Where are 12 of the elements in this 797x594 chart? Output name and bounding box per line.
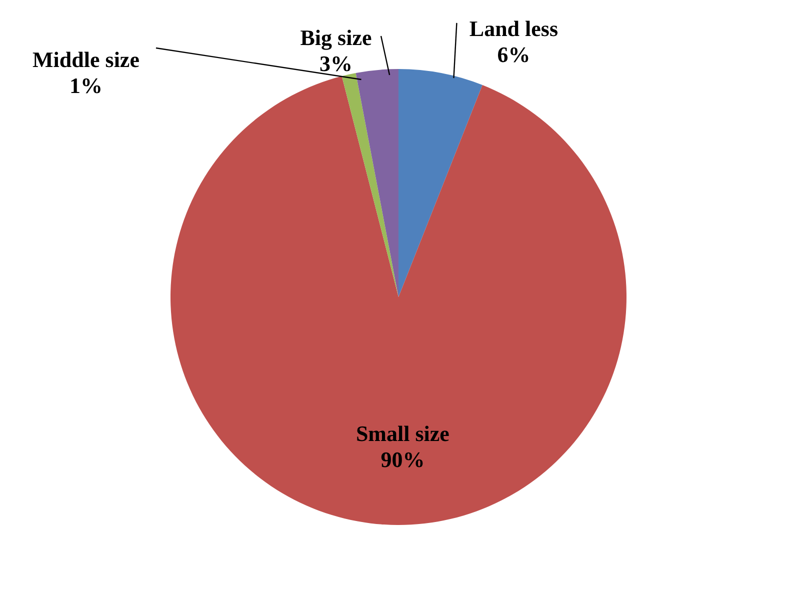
pie-slice — [170, 76, 626, 525]
slice-label: Big size — [300, 25, 372, 50]
data-label: 3% — [320, 51, 352, 76]
pie-slice — [398, 69, 482, 297]
pie-slice — [342, 73, 398, 297]
slice-label: Small size — [356, 420, 450, 446]
data-label: 90% — [380, 446, 425, 472]
slice-label: Land less — [469, 16, 558, 41]
slice-label: Middle size — [32, 47, 140, 72]
data-label: 1% — [70, 73, 102, 98]
data-label: 6% — [497, 42, 530, 67]
pie-slice — [356, 69, 398, 297]
